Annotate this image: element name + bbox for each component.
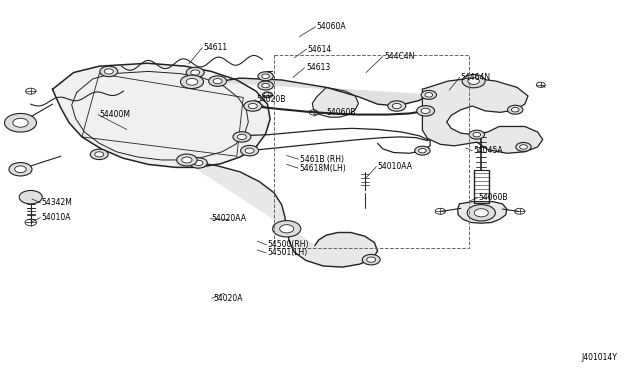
Circle shape <box>244 101 262 111</box>
Circle shape <box>462 74 485 88</box>
Circle shape <box>245 148 254 153</box>
Circle shape <box>9 163 32 176</box>
Text: 54618M(LH): 54618M(LH) <box>300 164 346 173</box>
Text: 54020B: 54020B <box>256 95 285 104</box>
Circle shape <box>273 221 301 237</box>
Polygon shape <box>458 202 507 223</box>
Circle shape <box>419 148 426 153</box>
Circle shape <box>258 81 273 90</box>
Circle shape <box>280 225 294 233</box>
Circle shape <box>209 76 227 86</box>
Text: 54010A: 54010A <box>42 213 71 222</box>
Text: 54060B: 54060B <box>326 108 356 117</box>
Circle shape <box>362 254 380 265</box>
Circle shape <box>90 149 108 160</box>
Circle shape <box>473 132 481 137</box>
Circle shape <box>417 106 435 116</box>
Circle shape <box>237 134 246 140</box>
Text: 54342M: 54342M <box>42 198 72 207</box>
Circle shape <box>469 130 484 139</box>
Text: 54045A: 54045A <box>474 146 503 155</box>
Circle shape <box>213 78 222 84</box>
Text: 54613: 54613 <box>306 63 330 72</box>
Circle shape <box>186 67 204 78</box>
Circle shape <box>13 118 28 127</box>
Bar <box>274 55 469 248</box>
Circle shape <box>262 83 269 88</box>
Circle shape <box>177 154 197 166</box>
Text: 544C4N: 544C4N <box>384 52 415 61</box>
Text: 54500(RH): 54500(RH) <box>268 240 309 249</box>
Circle shape <box>425 93 433 97</box>
Text: 54501(LH): 54501(LH) <box>268 248 308 257</box>
Circle shape <box>180 75 204 89</box>
Circle shape <box>15 166 26 173</box>
Text: J401014Y: J401014Y <box>582 353 618 362</box>
Circle shape <box>468 78 479 84</box>
Circle shape <box>19 190 42 204</box>
Text: 54400M: 54400M <box>99 110 130 119</box>
Polygon shape <box>422 78 543 153</box>
Circle shape <box>241 145 259 156</box>
Circle shape <box>194 160 203 166</box>
Circle shape <box>516 142 531 151</box>
Circle shape <box>392 103 401 109</box>
Circle shape <box>233 132 251 142</box>
Circle shape <box>100 66 118 77</box>
Text: 54614: 54614 <box>308 45 332 54</box>
Circle shape <box>421 90 436 99</box>
Circle shape <box>189 158 207 168</box>
Circle shape <box>520 145 527 149</box>
Circle shape <box>508 105 523 114</box>
Circle shape <box>4 113 36 132</box>
Polygon shape <box>182 159 378 267</box>
Text: 54010AA: 54010AA <box>378 162 413 171</box>
Circle shape <box>421 108 430 113</box>
Circle shape <box>367 257 376 262</box>
Polygon shape <box>312 87 358 117</box>
Circle shape <box>248 103 257 109</box>
Text: 5461B (RH): 5461B (RH) <box>300 155 344 164</box>
Circle shape <box>258 72 273 81</box>
Circle shape <box>191 70 200 75</box>
Circle shape <box>415 146 430 155</box>
Circle shape <box>467 205 495 221</box>
Text: 54020A: 54020A <box>213 294 243 303</box>
Polygon shape <box>218 78 429 106</box>
Text: 54020AA: 54020AA <box>211 214 246 223</box>
Text: 54611: 54611 <box>204 43 228 52</box>
Circle shape <box>104 69 113 74</box>
Polygon shape <box>52 63 270 167</box>
Circle shape <box>182 157 192 163</box>
Text: 54464N: 54464N <box>461 73 491 82</box>
Circle shape <box>186 78 198 85</box>
Circle shape <box>262 74 269 78</box>
Circle shape <box>511 108 519 112</box>
Circle shape <box>474 209 488 217</box>
Circle shape <box>388 101 406 111</box>
Text: 54060A: 54060A <box>317 22 346 31</box>
Circle shape <box>95 152 104 157</box>
Text: 54060B: 54060B <box>479 193 508 202</box>
